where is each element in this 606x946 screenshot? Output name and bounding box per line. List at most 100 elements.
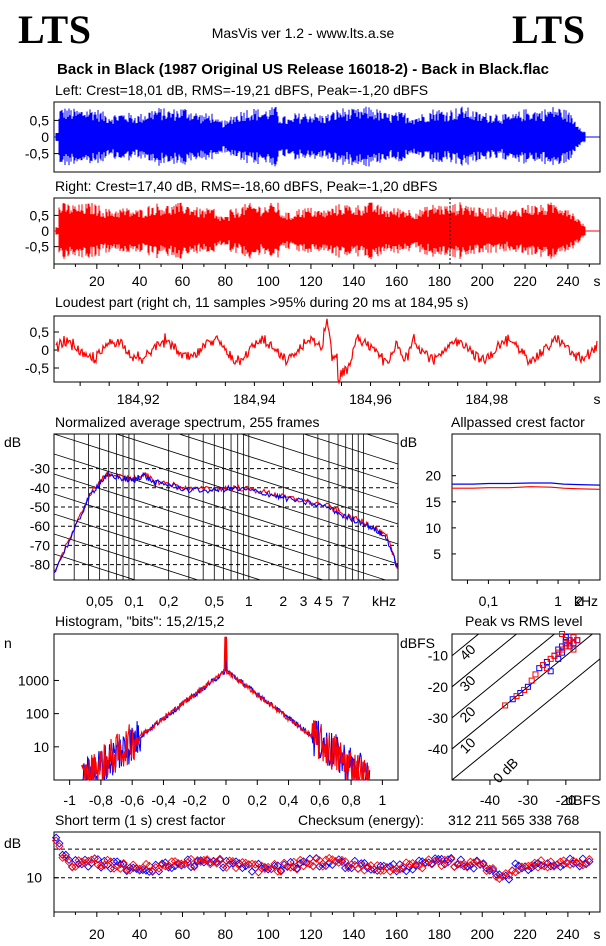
peak-rms-xtick-label: -30 <box>518 792 538 808</box>
spectrum-xtick-label: 7 <box>342 593 350 609</box>
histogram-xtick-label: -1 <box>63 792 76 808</box>
peak-rms-point-left <box>555 646 562 653</box>
spectrum-xtick-label: 0,05 <box>86 593 113 609</box>
right-waveform-title: Right: Crest=17,40 dB, RMS=-18,60 dBFS, … <box>55 178 438 194</box>
checksum-label: Checksum (energy): <box>298 812 425 828</box>
crest-1s-point-right <box>106 857 115 866</box>
loudest-ytick-label: 0,5 <box>30 324 50 340</box>
crest-1s-xtick-label: 60 <box>175 926 191 942</box>
checksum-value: 312 211 565 338 768 <box>448 812 580 828</box>
peak-rms-diagonal <box>452 634 594 750</box>
crest-1s-point-right <box>553 860 562 869</box>
crest-1s-point-right <box>135 864 144 873</box>
crest-1s-point-right <box>482 866 491 876</box>
crest-1s-point-left <box>292 864 302 873</box>
spectrum-xtick-label: 3 <box>300 593 308 609</box>
peak-rms-point-right <box>570 646 577 653</box>
crest-1s-point-left <box>511 859 520 868</box>
crest-1s-point-right <box>270 859 279 869</box>
crest-1s-point-right <box>292 865 302 874</box>
crest-1s-point-right <box>267 864 276 874</box>
crest-1s-point-left <box>151 860 160 869</box>
allpassed-ytick-label: 10 <box>425 520 441 536</box>
crest-1s-point-right <box>479 860 488 869</box>
right-waveform-xtick-label: 200 <box>471 273 495 289</box>
spectrum-diag <box>54 533 200 580</box>
allpassed-ytick-label: 20 <box>425 468 441 484</box>
crest-1s-point-right <box>318 862 327 871</box>
crest-1s-point-right <box>533 863 543 872</box>
crest-1s-point-right <box>321 855 331 864</box>
crest-1s-point-right <box>530 858 539 867</box>
crest-1s-point-right <box>125 866 135 875</box>
loudest-part-title: Loudest part (right ch, 11 samples >95% … <box>55 294 469 310</box>
peak-rms-diag-label: 30 <box>456 672 478 694</box>
crest-1s-point-right <box>84 856 93 866</box>
crest-1s-xtick-label: 140 <box>342 926 366 942</box>
spectrum-xtick-label: 0,1 <box>124 593 144 609</box>
crest-1s-point-left <box>495 870 504 879</box>
peak-rms-point-left <box>555 655 562 662</box>
crest-1s-point-right <box>324 853 334 863</box>
peak-rms-point-right <box>521 686 528 693</box>
crest-1s-point-right <box>575 859 584 868</box>
peak-rms-point-right <box>566 640 573 647</box>
spectrum-ytick-label: -50 <box>30 499 50 515</box>
right-waveform-xtick-label: 140 <box>342 273 366 289</box>
crest-1s-point-left <box>55 839 64 848</box>
crest-1s-point-right <box>572 858 581 867</box>
crest-1s-point-right <box>585 855 594 864</box>
crest-1s-point-right <box>447 854 456 864</box>
peak-rms-point-right <box>559 646 566 653</box>
peak-rms-point-right <box>540 662 547 669</box>
crest-1s-point-right <box>289 857 298 867</box>
crest-1s-point-right <box>379 866 388 875</box>
peak-rms-point-right <box>555 649 562 656</box>
histogram-xtick-label: 0 <box>222 792 230 808</box>
crest-1s-point-right <box>402 858 411 867</box>
peak-rms-ytick-label: -30 <box>428 710 448 726</box>
crest-1s-point-right <box>556 857 565 866</box>
crest-1s-xtick-label: 20 <box>89 926 105 942</box>
crest-1s-point-right <box>231 863 241 873</box>
crest-1s-point-right <box>202 855 212 864</box>
crest-1s-point-right <box>77 857 87 866</box>
crest-1s-point-left <box>578 854 588 863</box>
crest-1s-frame <box>53 831 601 913</box>
right-waveform-xtick-label: 40 <box>132 273 148 289</box>
crest-1s-point-left <box>141 866 151 875</box>
crest-1s-point-right <box>196 857 205 867</box>
track-title: Back in Black (1987 Original US Release … <box>57 61 549 78</box>
peak-rms-ytick-label: -40 <box>428 741 448 757</box>
crest-1s-point-left <box>61 850 70 860</box>
right-waveform-xtick-label: 80 <box>218 273 234 289</box>
right-waveform-xtick-label: 120 <box>299 273 323 289</box>
crest-1s-point-right <box>286 863 295 872</box>
peak-rms-diagonal <box>452 634 556 719</box>
crest-1s-point-left <box>228 859 237 868</box>
crest-1s-point-right <box>305 860 315 869</box>
crest-1s-point-left <box>273 861 282 870</box>
spectrum-diag <box>177 434 398 505</box>
crest-1s-point-left <box>299 857 308 866</box>
crest-1s-point-right <box>212 859 221 868</box>
peak-rms-point-left <box>562 637 569 644</box>
peak-rms-ylabel: dBFS <box>400 635 435 651</box>
right-waveform-xtick-label: 60 <box>175 273 191 289</box>
crest-1s-point-left <box>238 863 247 873</box>
left-waveform-ytick-label: 0,5 <box>30 112 50 128</box>
crest-1s-point-right <box>536 856 546 865</box>
crest-1s-point-right <box>151 863 160 872</box>
crest-1s-point-left <box>235 859 244 868</box>
spectrum-diag <box>54 493 325 580</box>
histogram-ylabel: n <box>4 635 12 651</box>
crest-1s-point-right <box>302 858 311 867</box>
histogram-xtick-label: 0,6 <box>310 792 330 808</box>
crest-1s-point-right <box>263 862 273 872</box>
crest-1s-point-left <box>437 854 446 864</box>
crest-1s-point-right <box>569 856 578 865</box>
peak-rms-point-left <box>570 640 577 647</box>
crest-1s-point-left <box>469 864 478 873</box>
peak-rms-xlabel: dBFS <box>565 792 600 808</box>
crest-1s-point-right <box>193 855 202 865</box>
